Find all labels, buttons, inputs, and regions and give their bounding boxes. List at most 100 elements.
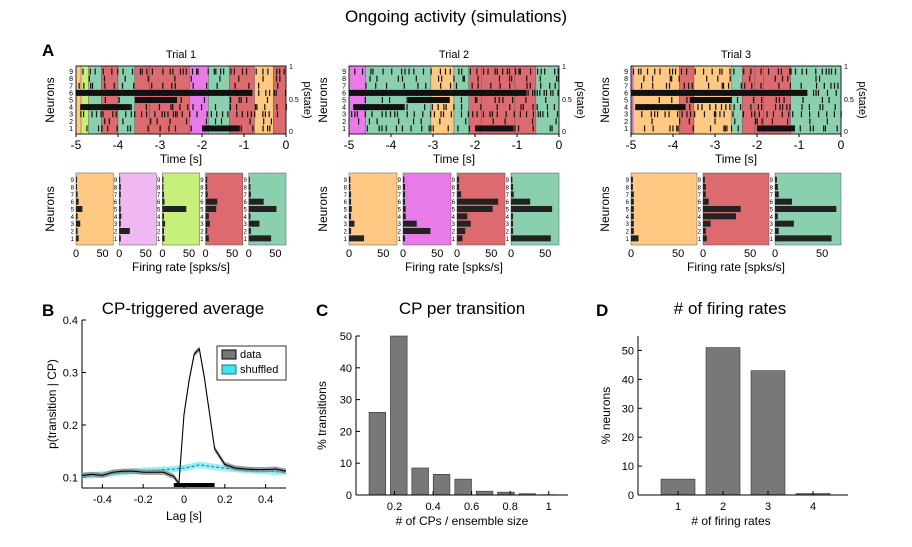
neuron-tick: 7 <box>342 83 346 90</box>
pstate-tick: 1 <box>562 64 566 71</box>
spike <box>818 75 821 82</box>
y-tick-label: 30 <box>622 403 634 415</box>
rate-bar <box>631 235 639 242</box>
rate-bar <box>703 184 706 190</box>
pstate-tick: 0.5 <box>562 97 572 104</box>
spike <box>233 68 235 75</box>
spike <box>487 68 489 75</box>
rate-tick-label: 0 <box>508 248 514 260</box>
spike <box>277 82 279 89</box>
neuron-tick: 3 <box>624 112 628 119</box>
rate-bar <box>775 198 792 205</box>
spike <box>761 97 763 103</box>
spike <box>737 125 739 132</box>
rate-bar <box>119 235 121 242</box>
spike <box>248 82 250 89</box>
y-tick-label: 50 <box>622 345 634 357</box>
spike <box>403 82 405 89</box>
spike <box>537 111 539 118</box>
rate-neuron-tick: 2 <box>698 230 702 236</box>
spike <box>192 82 194 89</box>
spike <box>100 111 102 118</box>
spike <box>453 104 455 111</box>
spike <box>455 82 458 89</box>
rate-bar <box>403 206 406 212</box>
spike <box>223 68 225 75</box>
spike <box>772 111 775 118</box>
spike <box>238 75 240 82</box>
state-segment <box>80 65 89 135</box>
spike <box>766 111 768 118</box>
rate-bar <box>349 220 355 227</box>
time-tick-label: 0 <box>838 138 845 152</box>
spike <box>82 111 85 118</box>
rate-bar <box>248 198 264 205</box>
pstate-tick: 0.5 <box>289 97 299 104</box>
spike <box>643 75 645 82</box>
rate-tick-label: 50 <box>539 248 551 260</box>
spike <box>828 68 830 75</box>
spike <box>809 118 811 125</box>
x-tick-label: 0.6 <box>464 501 479 513</box>
time-tick-label: -1 <box>512 138 523 152</box>
spike <box>498 75 501 82</box>
spike <box>368 118 371 125</box>
rate-neurons-axis-label: Neurons <box>43 186 57 231</box>
spike <box>826 111 828 118</box>
rate-bar <box>162 176 164 183</box>
spike <box>557 75 560 82</box>
trial-title: Trial 1 <box>166 49 196 61</box>
neuron-tick: 6 <box>69 90 73 97</box>
spike <box>262 75 264 82</box>
bar <box>705 347 741 496</box>
spike-burst <box>353 104 404 111</box>
spike <box>461 68 463 75</box>
spike <box>754 111 756 118</box>
rate-neuron-tick: 2 <box>114 230 118 236</box>
rate-neuron-tick: 2 <box>344 230 348 236</box>
rate-neuron-tick: 4 <box>114 215 118 221</box>
spike <box>413 68 415 75</box>
spike <box>176 111 178 118</box>
bar <box>368 412 387 496</box>
spike <box>437 104 439 111</box>
rate-neuron-tick: 2 <box>506 230 510 236</box>
rate-neuron-tick: 3 <box>506 222 510 228</box>
spike <box>258 82 260 89</box>
spike <box>206 82 208 89</box>
spike <box>808 104 810 111</box>
spike <box>122 118 124 125</box>
legend-label-shuffled: shuffled <box>240 364 278 376</box>
state-segment <box>348 65 366 135</box>
spike <box>118 97 120 103</box>
figure-title: Ongoing activity (simulations) <box>345 7 567 26</box>
spike <box>130 104 132 111</box>
spike <box>494 68 496 75</box>
spike <box>727 82 730 89</box>
rate-neuron-tick: 7 <box>770 193 774 199</box>
spike <box>512 97 514 103</box>
spike <box>262 125 264 132</box>
rate-bar <box>403 220 417 227</box>
trial-title: Trial 3 <box>721 49 751 61</box>
spike <box>462 75 464 82</box>
spike <box>169 68 171 75</box>
neuron-tick: 3 <box>342 112 346 119</box>
pstate-tick: 1 <box>844 64 848 71</box>
spike-burst <box>475 125 513 132</box>
raster-frame <box>630 65 842 135</box>
spike <box>158 104 161 111</box>
spike <box>91 111 93 118</box>
time-axis-label: Time [s] <box>433 152 475 166</box>
spike <box>151 68 154 75</box>
rate-neuron-tick: 8 <box>506 186 510 192</box>
spike <box>542 111 544 118</box>
rate-bar <box>511 176 513 183</box>
spike <box>833 82 836 89</box>
spike <box>686 97 688 103</box>
spike <box>787 75 789 82</box>
spike <box>187 104 189 111</box>
rate-neuron-tick: 8 <box>344 186 348 192</box>
rate-bar <box>403 184 406 190</box>
pstate-tick: 0 <box>562 129 566 136</box>
